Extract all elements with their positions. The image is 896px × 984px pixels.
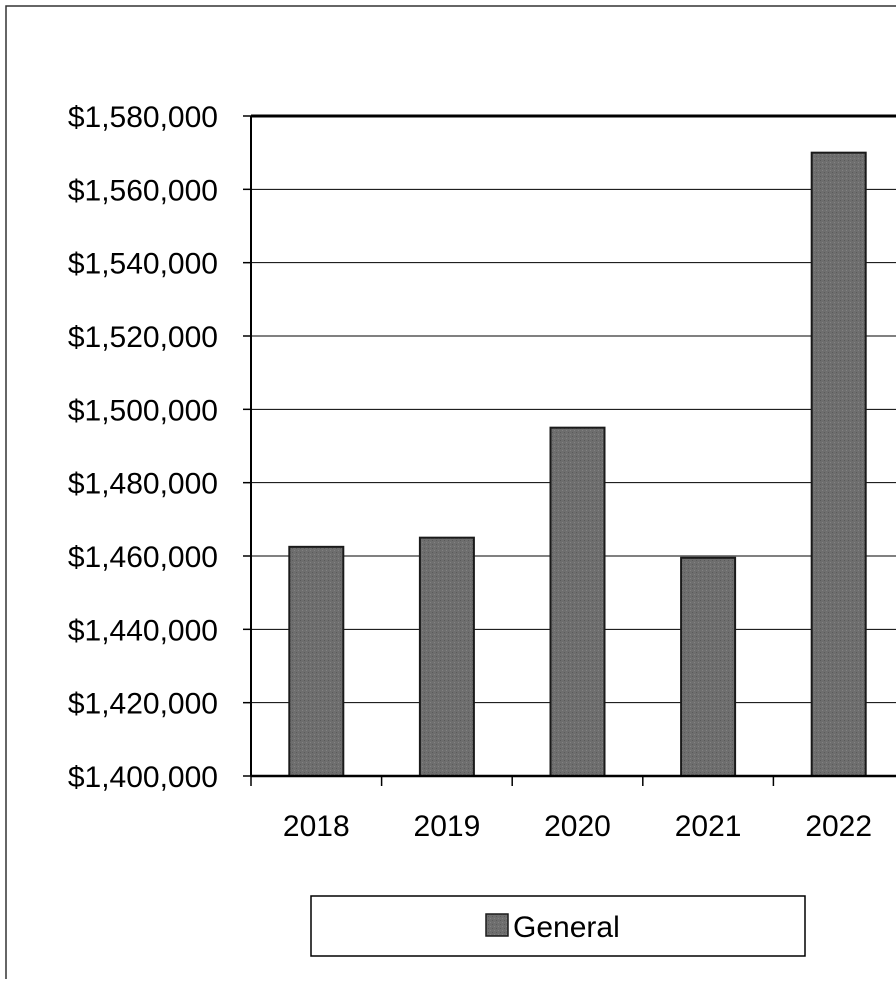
x-tick-label: 2019 xyxy=(414,810,481,843)
y-axis-tick-labels: $1,400,000 $1,420,000 $1,440,000 $1,460,000… xyxy=(68,101,218,794)
bar-2021 xyxy=(680,556,737,777)
bar-2019 xyxy=(418,536,475,778)
y-tick-label: $1,500,000 xyxy=(68,394,218,427)
plot-frame xyxy=(250,114,896,778)
y-tick-label: $1,480,000 xyxy=(68,468,218,501)
x-tick-label: 2022 xyxy=(805,810,872,843)
x-tick-label: 2018 xyxy=(283,810,350,843)
y-tick-label: $1,460,000 xyxy=(68,541,218,574)
y-tick-label: $1,540,000 xyxy=(68,248,218,281)
y-tick-label: $1,440,000 xyxy=(68,614,218,647)
y-tick-label: $1,420,000 xyxy=(68,688,218,721)
y-tick-label: $1,520,000 xyxy=(68,321,218,354)
x-tick-label: 2020 xyxy=(544,810,611,843)
x-tick-label: 2021 xyxy=(675,810,742,843)
legend-swatch-general xyxy=(485,913,509,937)
legend: General xyxy=(310,895,806,957)
legend-label-general: General xyxy=(513,911,620,944)
bar-2020 xyxy=(549,426,606,777)
x-axis-tick-labels: 2018 2019 2020 2021 2022 xyxy=(250,776,872,843)
bar-2022 xyxy=(810,151,867,777)
y-tick-label: $1,580,000 xyxy=(68,101,218,134)
bar-2018 xyxy=(288,545,345,777)
y-tick-label: $1,400,000 xyxy=(68,761,218,794)
legend-box xyxy=(310,895,806,957)
bars xyxy=(288,151,867,778)
y-tick-label: $1,560,000 xyxy=(68,174,218,207)
